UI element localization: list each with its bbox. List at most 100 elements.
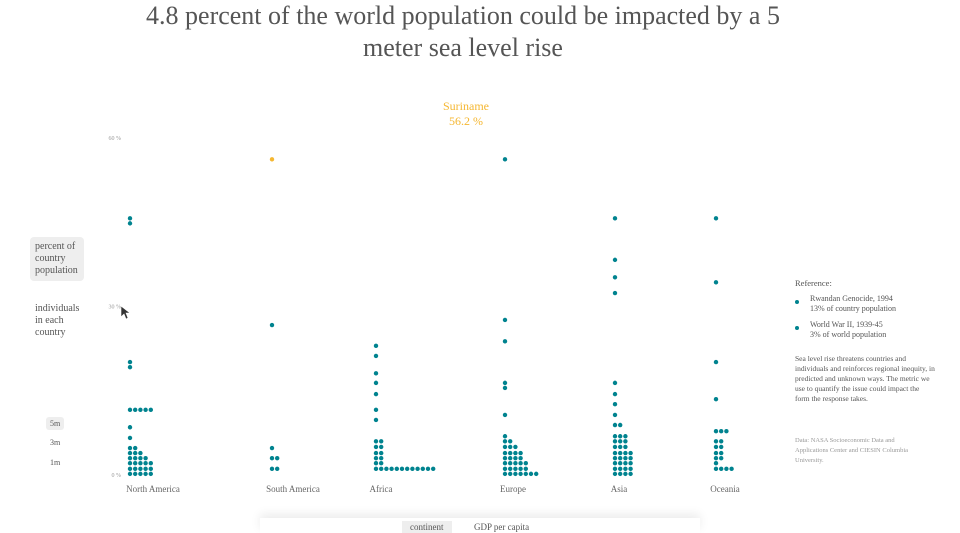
chart-title: 4.8 percent of the world population coul… [146,1,780,62]
reference-detail: 3% of world population [810,330,887,339]
dot [618,461,623,466]
dot [724,466,729,472]
dot [127,407,133,413]
dot [719,444,724,450]
dot [623,466,628,472]
dot [405,466,410,472]
dot [612,471,618,477]
dot [384,466,389,472]
dot [513,444,518,450]
dot [623,444,628,450]
tab[interactable]: continent [402,521,452,533]
dot [127,435,133,441]
measure-toggle[interactable]: percent of country population [30,237,84,281]
reference-name: World War II, 1939-45 [810,320,883,329]
reference-item: Rwandan Genocide, 1994 13% of country po… [795,294,935,314]
tab-bar: continent GDP per capita [260,518,700,533]
x-tick-label: Asia [611,484,628,494]
measure-toggle[interactable]: individuals in each country [35,303,80,338]
dot [713,280,719,285]
dot [518,471,523,477]
dot [127,221,133,226]
dot [373,407,379,413]
dot [269,157,275,162]
dot [618,422,623,428]
dot [612,391,618,397]
dot [618,471,623,477]
dot [508,444,513,450]
tab[interactable]: GDP per capita [474,522,530,532]
dot [502,317,508,323]
level-toggle[interactable]: 3m [50,438,61,447]
y-tick-label: 60 % [109,136,122,142]
dot [127,364,133,370]
dot [628,466,633,472]
dot [612,434,618,439]
dot [513,466,518,472]
dot [502,455,508,461]
dot [127,455,133,461]
dot [508,471,513,477]
dot [618,466,623,472]
dot [502,412,508,418]
dot [513,471,518,477]
dot [373,461,379,466]
dot [269,455,275,461]
dot [127,445,133,451]
dot [379,450,384,456]
dot [618,434,623,439]
dot [133,461,138,466]
y-tick-label: 30 % [109,305,122,311]
dot [713,461,719,466]
dot [138,407,143,413]
reference-name: Rwandan Genocide, 1994 [810,294,893,303]
cursor [120,305,131,320]
dot [518,461,523,466]
dot [719,455,724,461]
dot [508,450,513,456]
dot [623,439,628,444]
dot [713,396,719,402]
dot [623,450,628,456]
dot [508,461,513,466]
x-tick-label: South America [266,484,320,494]
dot [502,471,508,477]
dot [713,439,719,444]
dot [612,466,618,472]
dot [513,461,518,466]
dot [143,461,148,466]
dot [275,455,280,461]
dot [502,444,508,450]
dot [612,402,618,407]
dot [713,216,719,221]
dot [148,471,153,477]
y-tick-label: 0 % [112,473,122,479]
dot [373,455,379,461]
dot [502,385,508,391]
dot [502,434,508,439]
dot [373,391,379,397]
x-tick-label: Africa [370,484,393,494]
dot [127,450,133,456]
dot [373,371,379,376]
dot [133,471,138,477]
dot [523,466,528,472]
dot [373,380,379,386]
dot [623,455,628,461]
level-toggle[interactable]: 1m [50,458,61,467]
dot [394,466,399,472]
dot [127,466,133,472]
dot [127,471,133,477]
dot [143,455,148,461]
dot [373,439,379,444]
dot [502,450,508,456]
dot [269,322,275,328]
dot [138,455,143,461]
dot [618,455,623,461]
dot [618,450,623,456]
dot [133,407,138,413]
dot [518,466,523,472]
reference-item: World War II, 1939-45 3% of world popula… [795,320,935,340]
level-toggle[interactable]: 5m [46,417,65,430]
